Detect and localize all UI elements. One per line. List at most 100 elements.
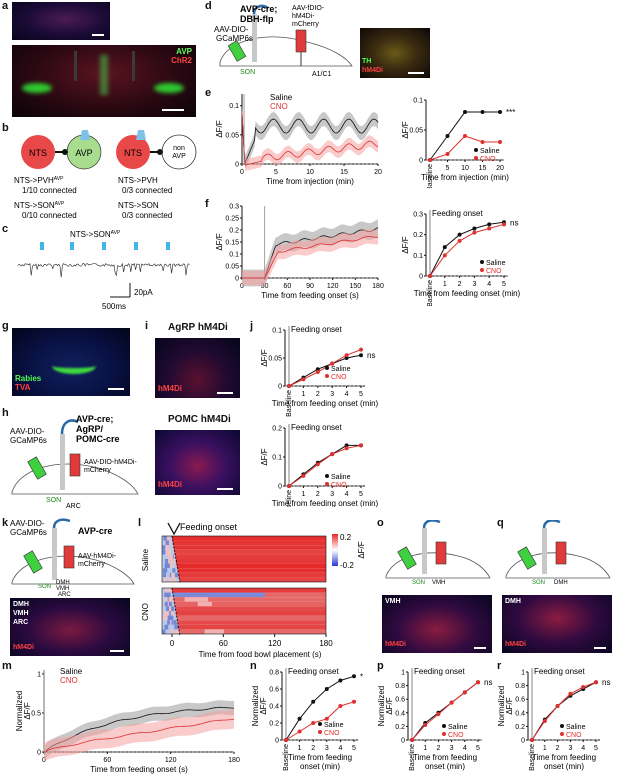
y-tick-label: 0 [37,750,41,757]
fiber-implant [422,528,427,574]
mouse-line2: DBH-flp [240,14,274,24]
fiber-cable [422,520,441,529]
x-tick-label: 1 [301,491,305,498]
heat-cell [163,536,167,541]
y-tick-label: 0 [278,384,282,391]
panel-f-trace-chart: 0 0.05 0.1 0.15 0.2 0.25 0.3 0 30 60 90 120 150 180 Ti… [215,204,384,301]
panel-letter-k: k [2,517,9,529]
heat-cell [162,568,166,573]
connection-label-1: NTS->PVHAVP [14,176,64,185]
heat-cell [167,592,171,598]
y-tick-label: 0.1 [413,98,423,105]
legend-cno: CNO [324,730,340,737]
heat-cell [165,540,169,546]
colorbar-label: ΔF/F [357,541,366,558]
data-point-saline [352,674,356,679]
chart-title: Feeding onset [432,209,483,218]
y-tick-label: 0.1 [413,253,423,260]
non-avp-node [161,134,197,170]
fiber-cable [542,520,561,529]
data-point-cno [338,704,343,708]
region-vmh: VMH [385,598,401,605]
panel-g-histology: Rabies TVA [12,328,130,396]
fiber-track [74,51,77,81]
x-tick-label: 2 [316,491,320,498]
plot-area: 0 0.1 0.2 Baseline 1 2 3 4 5 Feeding onset SalineC… [260,423,379,507]
x-tick-label: 180 [319,639,333,648]
syringe-green [397,546,417,570]
sem-band-cno [242,229,378,286]
y-axis-label-line2: ΔF/F [505,697,514,714]
scale-bar [217,488,233,490]
virus2-line1: AAV-fDIO- [292,5,325,12]
heat-cell [175,629,179,634]
agrp-title: AgRP hM4Di [168,322,228,333]
son-right-fluorescence [154,83,184,93]
heat-cell [169,554,173,559]
avp-label: AVP [75,148,92,158]
x-tick-label: 3 [330,491,334,498]
data-point-cno [445,152,450,156]
x-tick-label: 2 [311,745,315,752]
plot-area: 0 0.05 0.1 0.15 0.2 0.25 0.3 0 30 60 90 120 150 180 Ti… [215,204,384,301]
legend-marker-saline [560,724,564,728]
y-tick-label: 0.1 [229,252,239,259]
data-point-cno [428,158,432,162]
panel-letter-g: g [2,320,9,332]
panel-i-pomc-histology: hM4Di [155,430,240,495]
connection-count-3: 0/10 connected [22,211,77,220]
rabies-fluorescence [52,358,96,374]
panel-letter-o: o [377,517,384,529]
significance-label: ns [510,218,518,227]
series-line-cno [241,111,379,166]
data-point-saline [297,716,302,721]
y-axis-label: ΔF/F [401,236,410,253]
chart-title: Feeding onset [288,667,339,676]
data-point-cno [330,361,335,366]
legend-saline: Saline [448,724,468,731]
heat-cell [168,606,172,611]
y-tick-label: 0.5 [31,710,41,717]
panel-a-overview-image [12,2,110,40]
x-tick-label: 2 [436,745,440,752]
x-tick-label: Baseline [409,744,416,771]
fiber-implant [60,434,65,490]
x-tick-label: 20 [496,165,504,172]
data-point-saline [442,245,447,250]
virus2-line1: AAV-hM4Di- [78,553,117,560]
syringe-red [555,541,567,565]
heat-row-post [174,601,326,607]
y-tick-label: 0.15 [225,240,239,247]
heat-row-pre [162,624,179,630]
panel-k-schematic: AAV-DIO- GCaMP6s AVP-cre AAV-hM4Di- mChe… [10,518,135,598]
panel-n-summary-chart: 0 0.2 0.4 0.6 0.8 Baseline 1 2 3 4 5 Feeding onset *… [252,667,363,771]
heat-cell [164,563,168,569]
series-line-cno [531,681,597,741]
y-tick-label: 0 [235,162,239,169]
x-tick-label: 3 [330,391,334,398]
series-line-cno [44,718,235,753]
data-point-cno [423,723,428,728]
panel-h-schematic: AAV-DIO- GCaMP6s AVP-cre; AgRP/ POMC-cre… [10,414,139,510]
legend-cno: CNO [480,156,496,163]
data-point-cno [498,140,502,144]
heat-cell [166,588,170,593]
fiber-cable [52,518,71,529]
x-axis-label: Time from feeding onset (s) [90,765,188,774]
chart-title: Feeding onset [414,667,465,676]
data-point-cno [502,222,506,227]
y-tick-label: 0.2 [229,228,239,235]
colorbar-top: 0.2 [340,533,352,542]
panel-k-histology: DMH VMH ARC hM4Di [10,598,130,656]
onset-dotted-line-saline [171,535,181,583]
data-point-cno [284,738,288,742]
series-line-cno [242,235,379,279]
legend-marker-cno [318,730,322,734]
vmh-label: VMH [432,580,445,586]
x-tick-label: 150 [349,283,361,290]
x-tick-label: 4 [338,745,342,752]
x-axis-label-line2: onset (min) [300,762,340,771]
son-left-fluorescence [22,83,52,93]
heat-cell [172,577,176,582]
